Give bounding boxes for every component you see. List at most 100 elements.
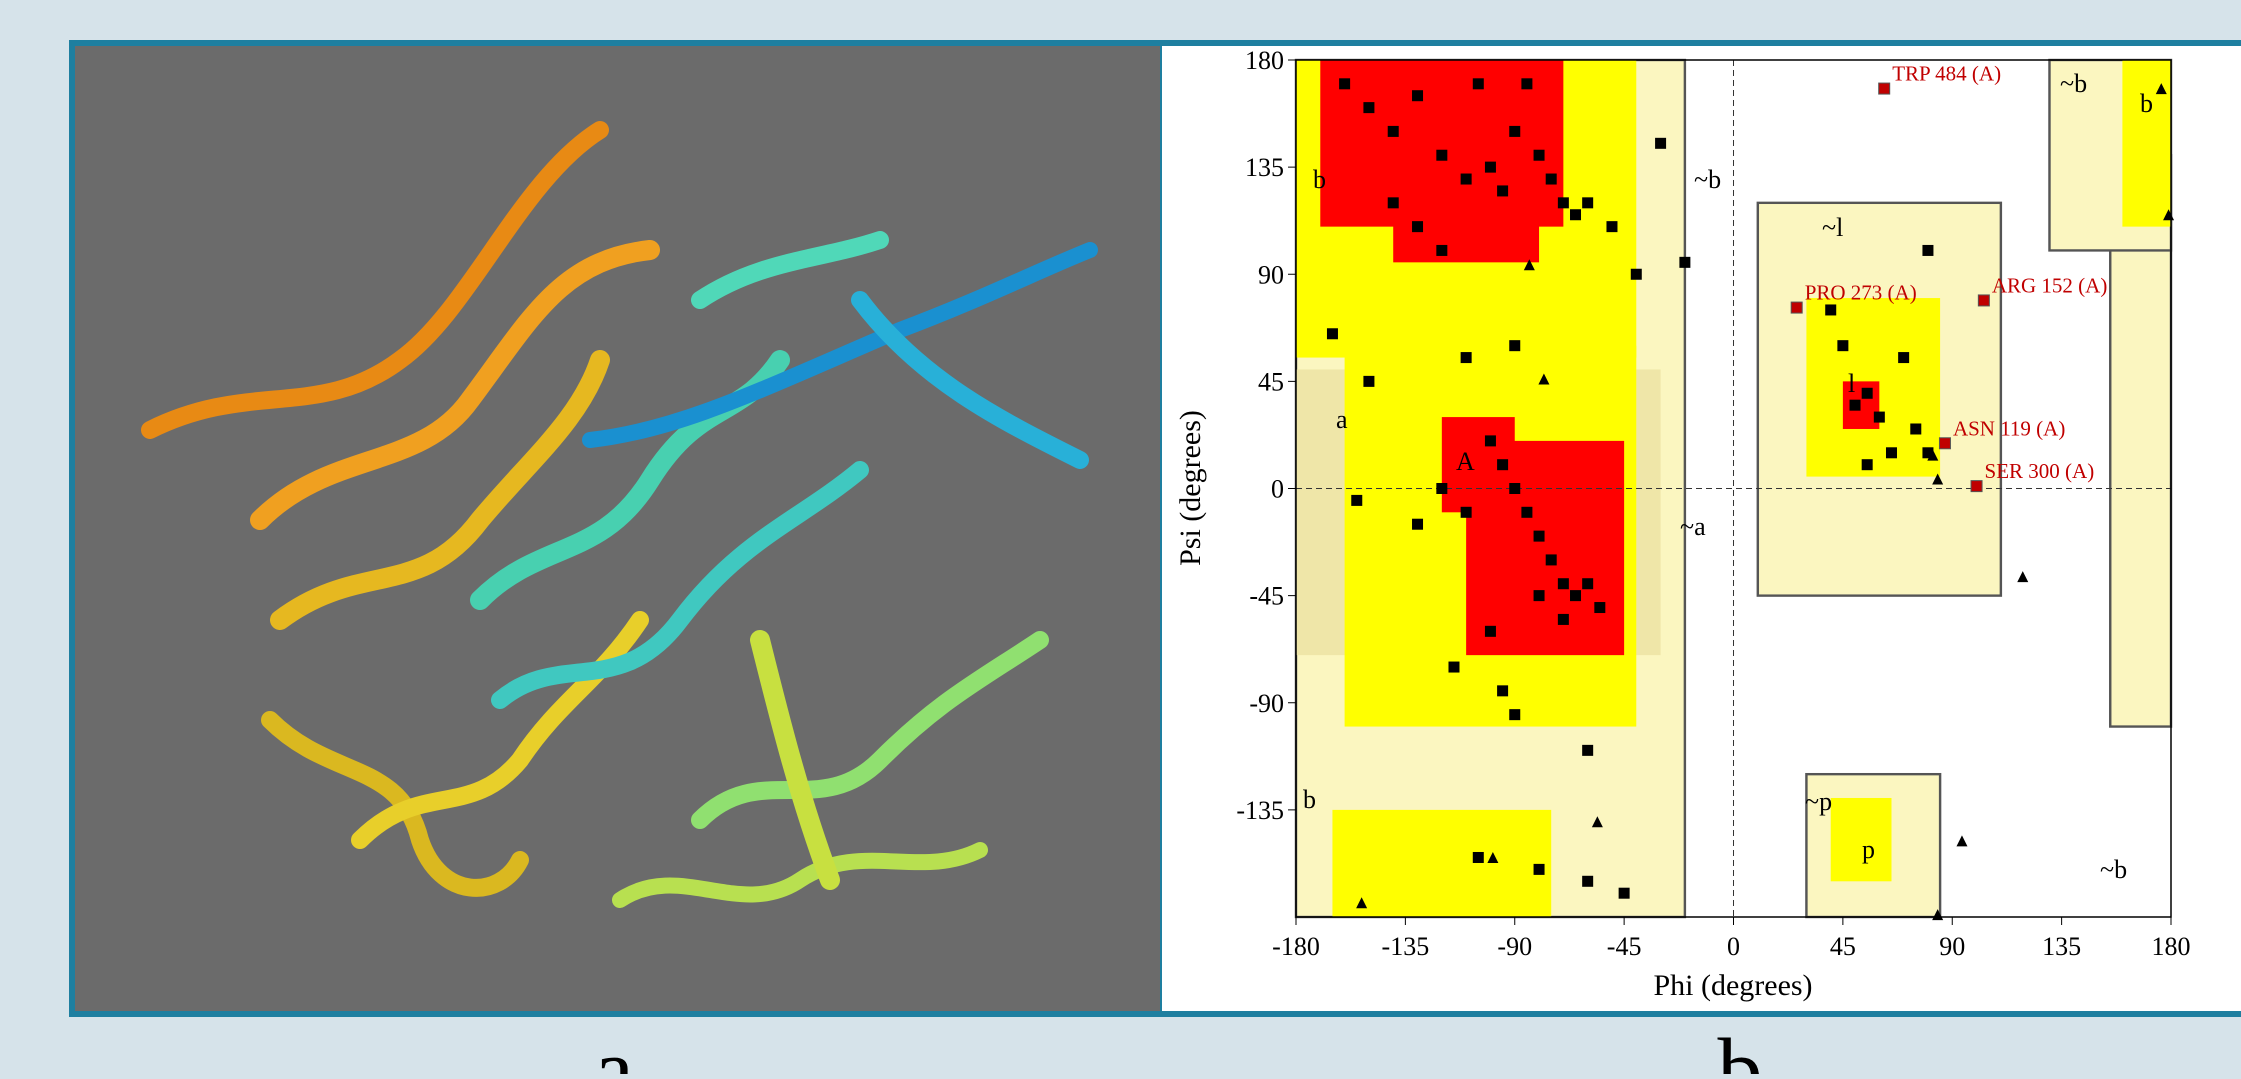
x-tick-label: -90 [1497, 932, 1532, 961]
point [1582, 875, 1594, 887]
point [1545, 554, 1557, 566]
point [1922, 447, 1934, 459]
point [1509, 340, 1521, 352]
panel-label: b [1718, 1021, 1763, 1074]
y-axis-label: Psi (degrees) [1174, 410, 1207, 566]
point [1523, 259, 1535, 271]
point [2017, 571, 2029, 583]
region-label: l [1848, 369, 1855, 398]
point [1487, 851, 1499, 863]
point [1460, 352, 1472, 364]
point [1898, 352, 1910, 364]
point-label: SER 300 (A) [1985, 459, 2095, 483]
region-label: p [1862, 835, 1875, 864]
region-label: ~b [2060, 69, 2087, 98]
point [1472, 851, 1484, 863]
point [1873, 411, 1885, 423]
point [1436, 149, 1448, 161]
region-label: ~a [1680, 512, 1706, 541]
point [1861, 459, 1873, 471]
region-label: A [1456, 447, 1475, 476]
point [1922, 244, 1934, 256]
point [2163, 209, 2175, 221]
point [1521, 506, 1533, 518]
point [1655, 137, 1667, 149]
point [1339, 78, 1351, 90]
region-label: ~b [1694, 165, 1721, 194]
point-label: ARG 152 (A) [1992, 273, 2108, 297]
point [1570, 209, 1582, 221]
point [1412, 518, 1424, 530]
point [1582, 197, 1594, 209]
protein-ribbons [141, 121, 1098, 908]
point [1885, 447, 1897, 459]
point [1521, 78, 1533, 90]
x-tick-label: 45 [1830, 932, 1856, 961]
point [1557, 578, 1569, 590]
point [1679, 256, 1691, 268]
point [1412, 90, 1424, 102]
point [1460, 506, 1472, 518]
point [1326, 328, 1338, 340]
point [1497, 685, 1509, 697]
point [1606, 221, 1618, 233]
point [1618, 887, 1630, 899]
x-tick-label: 135 [2042, 932, 2081, 961]
point [1436, 483, 1448, 494]
point [1977, 294, 1990, 307]
x-tick-label: -45 [1607, 932, 1642, 961]
point-label: ASN 119 (A) [1953, 416, 2065, 440]
region-label: ~l [1822, 213, 1843, 242]
point [2155, 83, 2167, 95]
point [1363, 102, 1375, 114]
point [1545, 173, 1557, 185]
point [1484, 625, 1496, 637]
region-label: b [1303, 785, 1316, 814]
y-tick-label: 0 [1271, 475, 1284, 504]
point [1497, 459, 1509, 471]
point [1557, 613, 1569, 625]
point [1861, 387, 1873, 399]
point [1594, 602, 1606, 614]
point [1387, 197, 1399, 209]
point [1509, 483, 1521, 494]
y-tick-label: -135 [1236, 796, 1284, 825]
y-tick-label: 135 [1245, 153, 1284, 182]
region-label: ~p [1805, 787, 1832, 816]
point [1484, 161, 1496, 173]
point [1509, 125, 1521, 137]
point [1956, 835, 1968, 847]
point [1837, 340, 1849, 352]
point [1351, 494, 1363, 506]
x-tick-label: -135 [1382, 932, 1430, 961]
point [1533, 530, 1545, 542]
point [1582, 744, 1594, 756]
point-label: TRP 484 (A) [1892, 62, 2001, 86]
region-label: ~b [2100, 855, 2127, 884]
point [1436, 244, 1448, 256]
y-tick-label: -45 [1249, 582, 1284, 611]
point [1538, 373, 1550, 385]
point [1533, 149, 1545, 161]
point [1533, 863, 1545, 875]
y-tick-label: 180 [1245, 46, 1284, 75]
point [1557, 197, 1569, 209]
point [1878, 82, 1891, 95]
y-tick-label: 90 [1258, 260, 1284, 289]
point [1970, 480, 1983, 493]
point [1790, 301, 1803, 314]
point [1448, 661, 1460, 673]
point [1932, 909, 1944, 921]
region-label: a [1336, 405, 1348, 434]
region-label: b [2140, 89, 2153, 118]
y-tick-label: -90 [1249, 689, 1284, 718]
point [1509, 709, 1521, 721]
point [1533, 590, 1545, 602]
point [1363, 375, 1375, 387]
x-tick-label: 90 [1939, 932, 1965, 961]
x-tick-label: 180 [2152, 932, 2191, 961]
point [1630, 268, 1642, 280]
region-labels: b ~b a A ~a ~l l ~b b ~p p ~b b [1303, 69, 2153, 884]
panel-label: a [594, 1021, 634, 1074]
